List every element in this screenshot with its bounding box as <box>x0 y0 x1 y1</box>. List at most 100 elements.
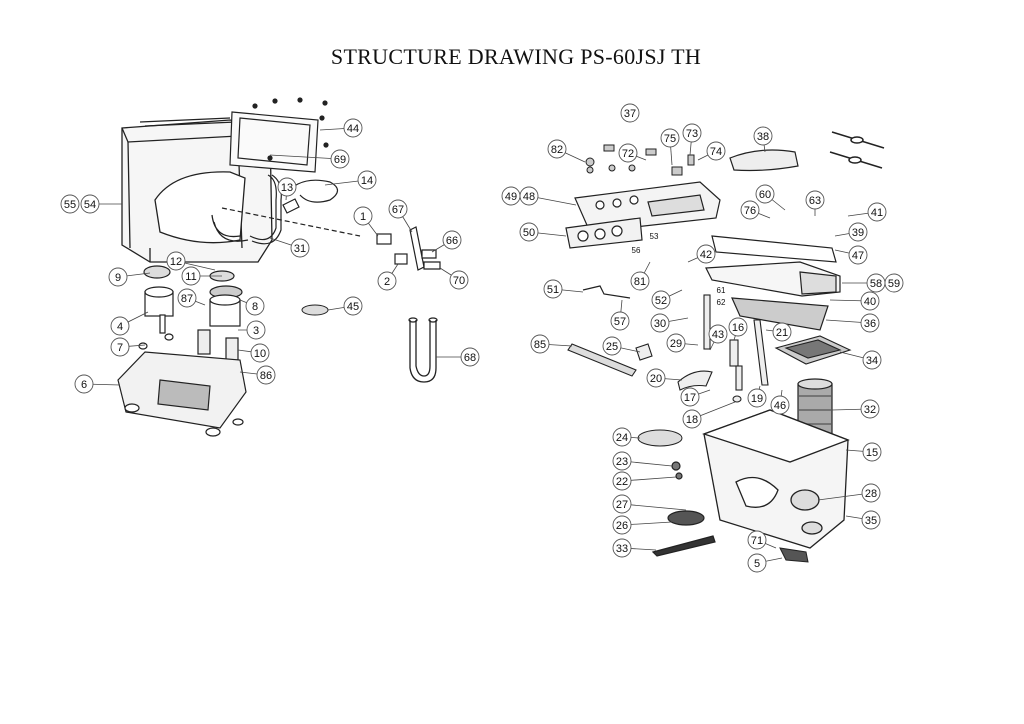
callout-11: 11 <box>181 266 201 286</box>
callout-31: 31 <box>290 238 310 258</box>
callout-number: 15 <box>866 447 878 459</box>
callout-number: 72 <box>622 148 634 160</box>
callout-circle <box>110 337 130 357</box>
drain-valve <box>779 547 809 563</box>
callout-number: 44 <box>347 123 359 135</box>
callout-circle <box>519 222 539 242</box>
callout-66: 66 <box>442 230 462 250</box>
callout-number: 34 <box>866 355 878 367</box>
callout-69: 69 <box>330 149 350 169</box>
callout-45: 45 <box>343 296 363 316</box>
callout-number: 67 <box>392 204 404 216</box>
callout-circle <box>543 279 563 299</box>
callout-number: 14 <box>361 175 373 187</box>
callout-circle <box>612 471 632 491</box>
callout-circle <box>449 270 469 290</box>
callout-41: 41 <box>867 202 887 222</box>
callout-35: 35 <box>861 510 881 530</box>
callout-circle <box>772 322 792 342</box>
callout-circle <box>867 202 887 222</box>
callout-number: 23 <box>616 456 628 468</box>
callout-circle <box>343 118 363 138</box>
callout-circle <box>666 333 686 353</box>
callout-number: 8 <box>252 301 258 313</box>
callout-circle <box>547 139 567 159</box>
callout-2: 2 <box>377 271 397 291</box>
callout-circle <box>343 296 363 316</box>
lid-handle <box>729 149 799 172</box>
callout-10: 10 <box>250 343 270 363</box>
callout-circle <box>177 288 197 308</box>
callout-number: 47 <box>852 250 864 262</box>
callout-number: 11 <box>185 271 196 283</box>
callout-number: 48 <box>523 191 535 203</box>
top-lid-assembly <box>705 235 841 331</box>
callout-circle <box>166 251 186 271</box>
callout-number: 1 <box>360 211 366 223</box>
callout-circle <box>245 296 265 316</box>
callout-59: 59 <box>884 273 904 293</box>
callout-circle <box>388 199 408 219</box>
hinge-rods <box>829 131 885 169</box>
callout-46: 46 <box>770 395 790 415</box>
callout-number: 61 <box>717 286 726 295</box>
back-panel <box>229 97 329 173</box>
callout-circle <box>256 365 276 385</box>
callout-circle <box>181 266 201 286</box>
callout-number: 75 <box>664 133 676 145</box>
callout-number: 62 <box>717 298 726 307</box>
spring-bracket <box>582 285 631 299</box>
callout-circle <box>630 271 650 291</box>
leader-line <box>269 154 341 160</box>
callout-53: 53 <box>650 232 659 241</box>
callout-number: 37 <box>624 108 636 120</box>
brake-lever <box>567 343 637 377</box>
callout-22: 22 <box>612 471 632 491</box>
callout-circle <box>680 387 700 407</box>
callout-number: 63 <box>809 195 821 207</box>
callout-circle <box>620 103 640 123</box>
callout-25: 25 <box>602 336 622 356</box>
callout-36: 36 <box>860 313 880 333</box>
callout-67: 67 <box>388 199 408 219</box>
callout-circle <box>650 313 670 333</box>
callout-47: 47 <box>848 245 868 265</box>
callout-52: 52 <box>651 290 671 310</box>
callout-74: 74 <box>706 141 726 161</box>
callout-33: 33 <box>612 538 632 558</box>
panel-base <box>565 217 643 249</box>
callout-number: 7 <box>117 342 123 354</box>
callout-number: 9 <box>115 272 121 284</box>
callout-60: 60 <box>755 184 775 204</box>
callout-circle <box>330 149 350 169</box>
callout-circle <box>848 245 868 265</box>
callout-circle <box>747 388 767 408</box>
linkage-parts <box>635 294 769 403</box>
callout-4: 4 <box>110 316 130 336</box>
callout-3: 3 <box>246 320 266 340</box>
callout-number: 87 <box>181 293 193 305</box>
callout-50: 50 <box>519 222 539 242</box>
callout-number: 42 <box>700 249 712 261</box>
callout-number: 43 <box>712 329 724 341</box>
leader-line <box>621 503 687 511</box>
callout-number: 69 <box>334 154 346 166</box>
callout-number: 53 <box>650 232 659 241</box>
callout-circle <box>377 271 397 291</box>
callout-number: 68 <box>464 352 476 364</box>
callout-circle <box>612 494 632 514</box>
callout-71: 71 <box>747 530 767 550</box>
callout-circle <box>110 316 130 336</box>
callout-circle <box>460 347 480 367</box>
callout-14: 14 <box>357 170 377 190</box>
callout-5: 5 <box>747 553 767 573</box>
callout-number: 58 <box>870 278 882 290</box>
callout-circle <box>290 238 310 258</box>
callout-circle <box>862 442 882 462</box>
callout-number: 33 <box>616 543 628 555</box>
callout-circle <box>755 184 775 204</box>
callout-number: 12 <box>170 256 182 268</box>
callout-73: 73 <box>682 123 702 143</box>
callout-number: 85 <box>534 339 546 351</box>
callout-26: 26 <box>612 515 632 535</box>
